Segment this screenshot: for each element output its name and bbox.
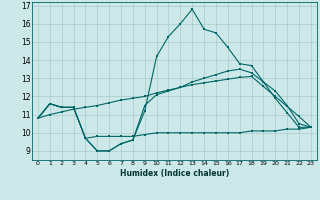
X-axis label: Humidex (Indice chaleur): Humidex (Indice chaleur) <box>120 169 229 178</box>
